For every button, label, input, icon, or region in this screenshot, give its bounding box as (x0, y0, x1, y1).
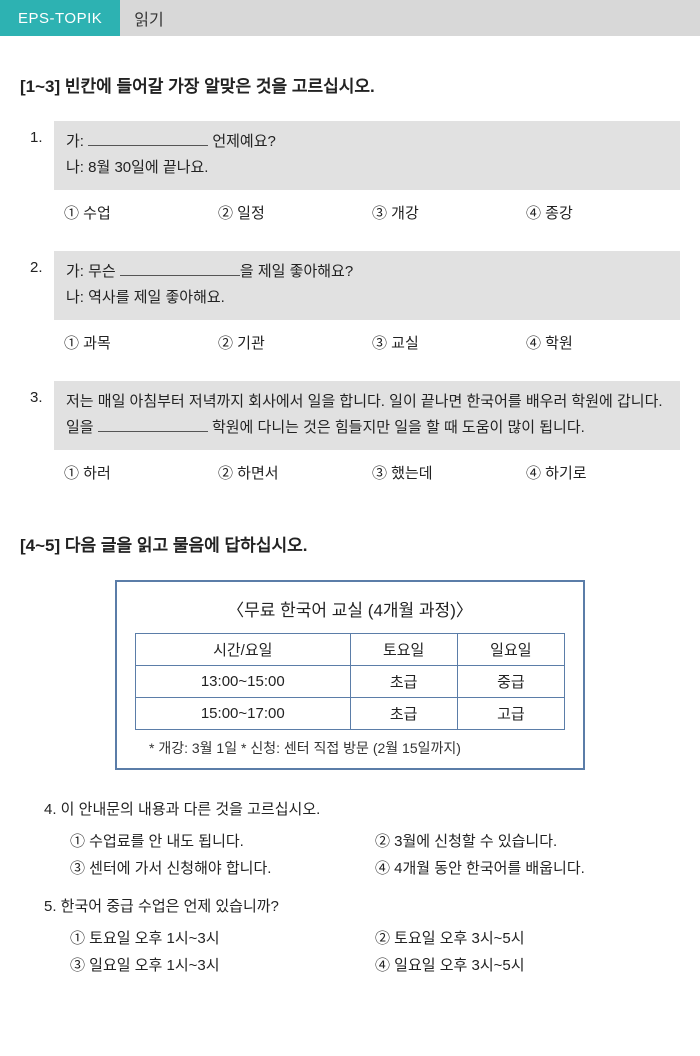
q2-c4[interactable]: ④ 학원 (526, 332, 680, 353)
q3-row: 3. 저는 매일 아침부터 저녁까지 회사에서 일을 합니다. 일이 끝나면 한… (20, 381, 680, 450)
q4-choices: ① 수업료를 안 내도 됩니다. ② 3월에 신청할 수 있습니다. ③ 센터에… (20, 823, 680, 895)
q3-c1[interactable]: ① 하러 (64, 462, 218, 483)
q2-a-suffix: 을 제일 좋아해요? (240, 263, 353, 280)
q3-num: 3. (20, 381, 54, 450)
q2-box: 가: 무슨 을 제일 좋아해요? 나: 역사를 제일 좋아해요. (54, 251, 680, 320)
info-foot: * 개강: 3월 1일 * 신청: 센터 직접 방문 (2월 15일까지) (135, 738, 565, 758)
content: [1~3] 빈칸에 들어갈 가장 알맞은 것을 고르십시오. 1. 가: 언제예… (0, 36, 700, 1022)
q1-a-prefix: 가: (66, 133, 84, 150)
header: EPS-TOPIK 읽기 (0, 0, 700, 36)
cell-r1c3: 중급 (457, 666, 564, 698)
q2-row: 2. 가: 무슨 을 제일 좋아해요? 나: 역사를 제일 좋아해요. (20, 251, 680, 320)
q1-c2[interactable]: ② 일정 (218, 202, 372, 223)
q4-c4[interactable]: ④ 4개월 동안 한국어를 배웁니다. (375, 854, 680, 881)
q1-a-suffix: 언제예요? (212, 133, 276, 150)
q2-blank (120, 262, 240, 276)
q4-c3[interactable]: ③ 센터에 가서 신청해야 합니다. (70, 854, 375, 881)
q1-c1[interactable]: ① 수업 (64, 202, 218, 223)
q4-text: 4. 이 안내문의 내용과 다른 것을 고르십시오. (20, 798, 680, 819)
q3-c4[interactable]: ④ 하기로 (526, 462, 680, 483)
q2-c3[interactable]: ③ 교실 (372, 332, 526, 353)
info-table: 시간/요일 토요일 일요일 13:00~15:00 초급 중급 15:00~17… (135, 633, 565, 730)
q1-c3[interactable]: ③ 개강 (372, 202, 526, 223)
cell-r1c2: 초급 (350, 666, 457, 698)
q3-box: 저는 매일 아침부터 저녁까지 회사에서 일을 합니다. 일이 끝나면 한국어를… (54, 381, 680, 450)
q1-box: 가: 언제예요? 나: 8월 30일에 끝나요. (54, 121, 680, 190)
section2-head: [4~5] 다음 글을 읽고 물음에 답하십시오. (20, 531, 680, 556)
q2-line-b: 나: 역사를 제일 좋아해요. (66, 285, 668, 311)
table-row: 13:00~15:00 초급 중급 (136, 666, 565, 698)
q5-c3[interactable]: ③ 일요일 오후 1시~3시 (70, 951, 375, 978)
q3-choices: ① 하러 ② 하면서 ③ 했는데 ④ 하기로 (20, 456, 680, 511)
q1-blank (88, 132, 208, 146)
q2-line-a: 가: 무슨 을 제일 좋아해요? (66, 259, 668, 285)
q5-text: 5. 한국어 중급 수업은 언제 있습니까? (20, 895, 680, 916)
cell-r2c2: 초급 (350, 698, 457, 730)
q4-c1[interactable]: ① 수업료를 안 내도 됩니다. (70, 827, 375, 854)
q2-num: 2. (20, 251, 54, 320)
q2-c2[interactable]: ② 기관 (218, 332, 372, 353)
q3-c3[interactable]: ③ 했는데 (372, 462, 526, 483)
section1-head: [1~3] 빈칸에 들어갈 가장 알맞은 것을 고르십시오. (20, 72, 680, 97)
q5-c4[interactable]: ④ 일요일 오후 3시~5시 (375, 951, 680, 978)
info-wrap: 〈무료 한국어 교실 (4개월 과정)〉 시간/요일 토요일 일요일 13:00… (20, 580, 680, 770)
tab-eps-topik: EPS-TOPIK (0, 0, 120, 36)
q4-c2[interactable]: ② 3월에 신청할 수 있습니다. (375, 827, 680, 854)
th-sat: 토요일 (350, 634, 457, 666)
q2-c1[interactable]: ① 과목 (64, 332, 218, 353)
q2-a-prefix: 가: 무슨 (66, 263, 120, 280)
q2-choices: ① 과목 ② 기관 ③ 교실 ④ 학원 (20, 326, 680, 381)
table-row: 15:00~17:00 초급 고급 (136, 698, 565, 730)
q5-c2[interactable]: ② 토요일 오후 3시~5시 (375, 924, 680, 951)
q1-c4[interactable]: ④ 종강 (526, 202, 680, 223)
th-time: 시간/요일 (136, 634, 351, 666)
info-title: 〈무료 한국어 교실 (4개월 과정)〉 (135, 596, 565, 621)
q5-choices: ① 토요일 오후 1시~3시 ② 토요일 오후 3시~5시 ③ 일요일 오후 1… (20, 920, 680, 992)
q1-line-b: 나: 8월 30일에 끝나요. (66, 155, 668, 181)
q3-post: 학원에 다니는 것은 힘들지만 일을 할 때 도움이 많이 됩니다. (208, 419, 585, 436)
q5-c1[interactable]: ① 토요일 오후 1시~3시 (70, 924, 375, 951)
q1-choices: ① 수업 ② 일정 ③ 개강 ④ 종강 (20, 196, 680, 251)
header-title: 읽기 (120, 0, 177, 36)
cell-r2c3: 고급 (457, 698, 564, 730)
cell-r2c1: 15:00~17:00 (136, 698, 351, 730)
info-box: 〈무료 한국어 교실 (4개월 과정)〉 시간/요일 토요일 일요일 13:00… (115, 580, 585, 770)
th-sun: 일요일 (457, 634, 564, 666)
q1-num: 1. (20, 121, 54, 190)
q1-row: 1. 가: 언제예요? 나: 8월 30일에 끝나요. (20, 121, 680, 190)
cell-r1c1: 13:00~15:00 (136, 666, 351, 698)
table-row: 시간/요일 토요일 일요일 (136, 634, 565, 666)
q3-blank (98, 418, 208, 432)
q1-line-a: 가: 언제예요? (66, 129, 668, 155)
q3-c2[interactable]: ② 하면서 (218, 462, 372, 483)
